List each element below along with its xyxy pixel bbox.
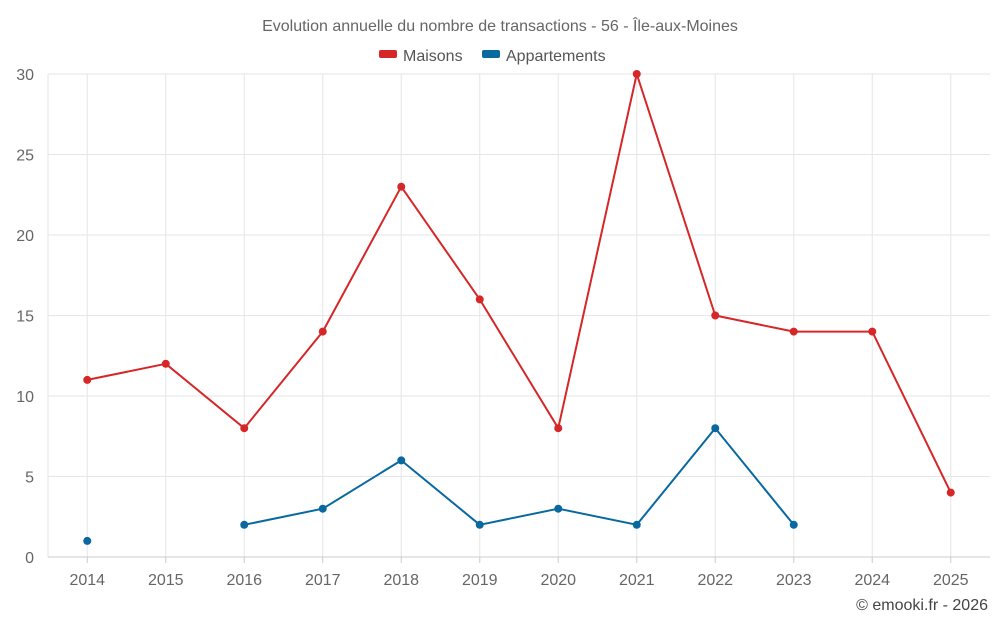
data-point-maisons[interactable]: [240, 424, 249, 433]
series-lines: [87, 73, 952, 526]
x-tick-label: 2016: [226, 572, 262, 589]
legend-label-appartements: Appartements: [506, 48, 606, 65]
data-point-maisons[interactable]: [868, 327, 877, 336]
data-point-maisons[interactable]: [318, 327, 327, 336]
y-axis: 0 5 10 15 20 25 30: [16, 67, 34, 567]
x-tick-label: 2022: [697, 572, 733, 589]
data-point-appartements[interactable]: [318, 504, 327, 513]
data-point-maisons[interactable]: [632, 70, 641, 78]
series-line-appartements: [244, 427, 795, 526]
data-point-maisons[interactable]: [83, 375, 92, 384]
series-points: [83, 70, 955, 545]
y-tick-label: 20: [16, 228, 34, 245]
data-point-appartements[interactable]: [475, 520, 484, 529]
data-point-appartements[interactable]: [397, 456, 406, 465]
chart-title: Evolution annuelle du nombre de transact…: [262, 16, 738, 35]
gridlines: [47, 73, 990, 557]
credit: © emooki.fr - 2026: [856, 597, 988, 614]
legend: Maisons Appartements: [379, 48, 606, 65]
x-tick-label: 2017: [305, 572, 341, 589]
data-point-maisons[interactable]: [946, 488, 955, 497]
y-tick-label: 25: [16, 148, 34, 165]
x-tick-label: 2014: [69, 572, 105, 589]
data-point-maisons[interactable]: [161, 359, 170, 368]
data-point-maisons[interactable]: [711, 311, 720, 320]
y-tick-label: 0: [25, 550, 34, 567]
x-tick-label: 2024: [854, 572, 890, 589]
legend-label-maisons: Maisons: [403, 48, 463, 65]
data-point-appartements[interactable]: [83, 536, 92, 545]
data-point-appartements[interactable]: [632, 520, 641, 529]
x-tick-label: 2015: [148, 572, 184, 589]
data-point-appartements[interactable]: [711, 424, 720, 433]
y-tick-label: 30: [16, 67, 34, 84]
data-point-appartements[interactable]: [789, 520, 798, 529]
x-axis: 2014 2015 2016 2017 2018 2019 2020 2021 2022 2023…: [48, 556, 990, 589]
data-point-maisons[interactable]: [475, 295, 484, 304]
legend-item-appartements[interactable]: Appartements: [482, 48, 606, 65]
data-point-maisons[interactable]: [397, 182, 406, 191]
legend-swatch-appartements: [482, 50, 500, 58]
data-point-maisons[interactable]: [789, 327, 798, 336]
x-tick-label: 2021: [619, 572, 655, 589]
data-point-appartements[interactable]: [240, 520, 249, 529]
x-tick-label: 2025: [933, 572, 969, 589]
legend-item-maisons[interactable]: Maisons: [379, 48, 463, 65]
series-line-maisons: [87, 73, 952, 494]
x-tick-label: 2023: [776, 572, 812, 589]
x-tick-label: 2019: [462, 572, 498, 589]
data-point-appartements[interactable]: [554, 504, 563, 513]
y-tick-label: 10: [16, 389, 34, 406]
data-point-maisons[interactable]: [554, 424, 563, 433]
x-tick-label: 2020: [540, 572, 576, 589]
y-tick-label: 5: [25, 470, 34, 487]
legend-swatch-maisons: [379, 50, 397, 58]
y-tick-label: 15: [16, 309, 34, 326]
x-tick-label: 2018: [383, 572, 419, 589]
